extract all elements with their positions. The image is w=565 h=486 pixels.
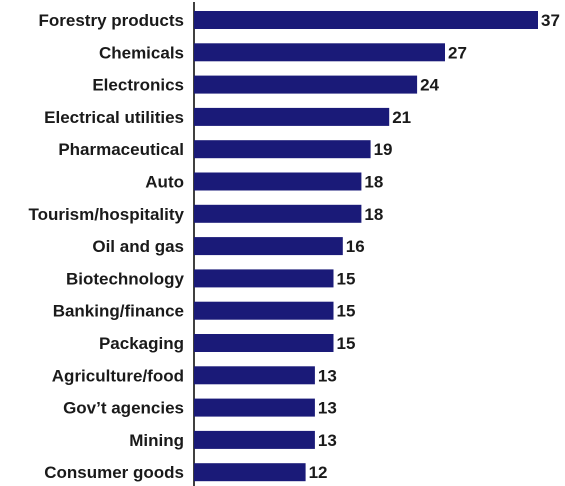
bar [194,172,362,191]
value-label: 18 [364,205,383,224]
bar [194,237,343,256]
bar [194,11,538,29]
value-label: 13 [318,399,337,418]
bars-group [194,11,538,482]
bar [194,301,334,320]
value-label: 12 [309,463,328,482]
value-label: 16 [346,237,365,256]
bar [194,398,315,417]
bar [194,430,315,449]
category-label: Auto [145,173,184,192]
value-label: 15 [337,334,356,353]
category-label: Oil and gas [92,237,184,256]
bar [194,204,362,223]
bar [194,366,315,385]
category-label: Chemicals [99,43,184,62]
value-label: 19 [374,140,393,159]
category-label: Consumer goods [44,463,184,482]
value-label: 13 [318,431,337,450]
value-label: 27 [448,43,467,62]
category-label: Pharmaceutical [58,140,184,159]
value-label: 21 [392,108,411,127]
category-label: Forestry products [39,11,184,30]
bar [194,75,418,94]
value-label: 18 [364,173,383,192]
value-label: 15 [337,302,356,321]
category-label: Biotechnology [66,269,185,288]
value-label: 24 [420,76,439,95]
category-label: Packaging [99,334,184,353]
category-label: Electronics [92,76,184,95]
category-labels-group: Forestry products Chemicals Electronics Ele… [28,11,184,482]
category-label: Agriculture/food [52,366,184,385]
bar [194,334,334,352]
value-label: 37 [541,11,560,30]
value-label: 15 [337,269,356,288]
bar [194,140,371,159]
bar [194,269,334,288]
category-label: Electrical utilities [44,108,184,127]
category-label: Gov’t agencies [63,399,184,418]
category-label: Mining [129,431,184,450]
bar [194,107,390,126]
value-label: 13 [318,366,337,385]
bar [194,463,306,482]
bar [194,43,445,62]
category-label: Banking/finance [53,302,184,321]
category-label: Tourism/hospitality [28,205,184,224]
